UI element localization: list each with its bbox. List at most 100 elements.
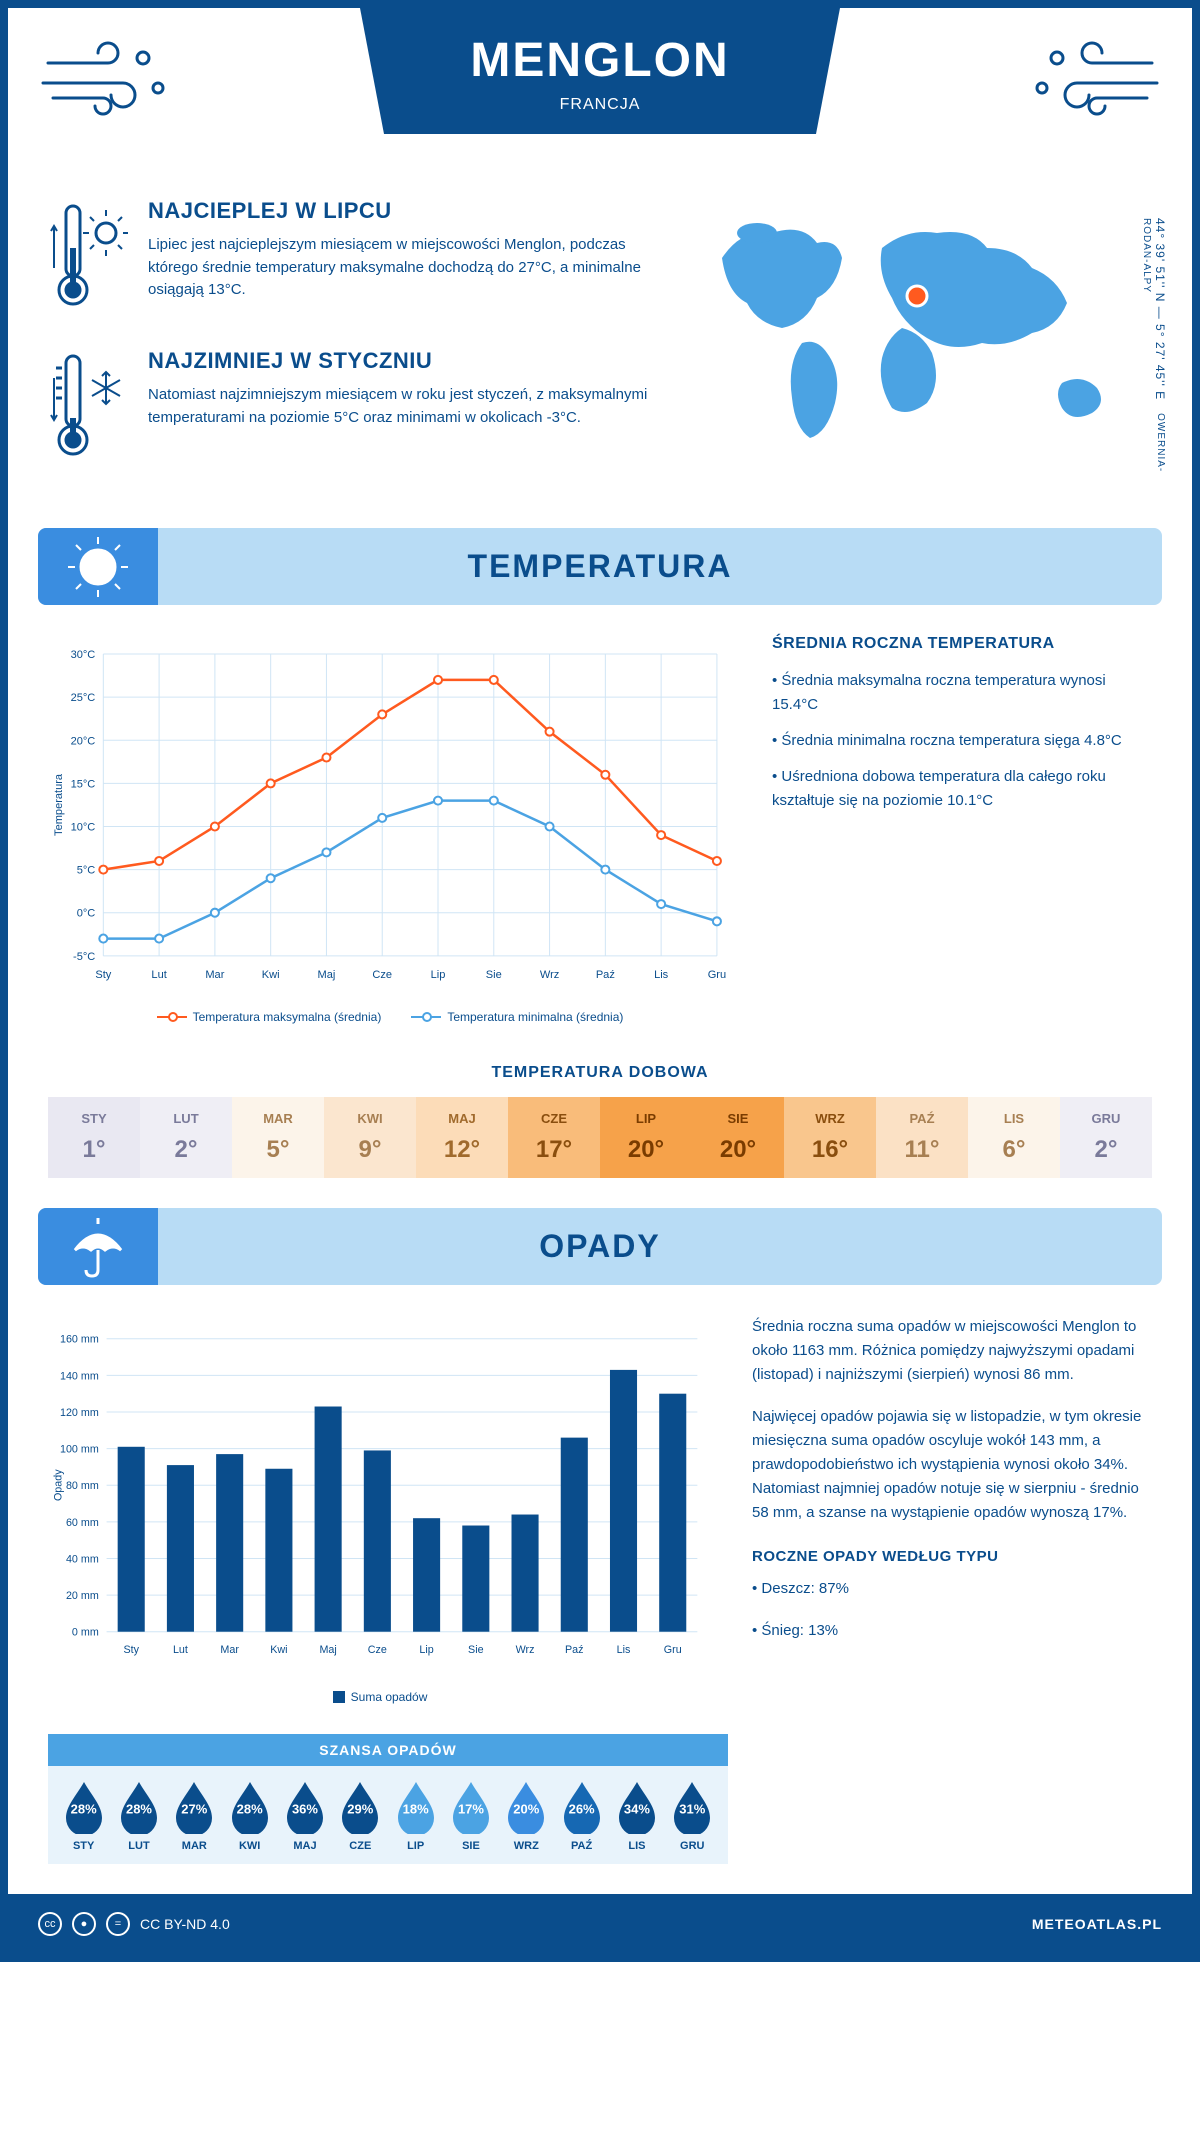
daily-cell: WRZ16° [784,1097,876,1178]
wind-icon [38,38,178,118]
chance-grid: 28%STY28%LUT27%MAR28%KWI36%MAJ29%CZE18%L… [48,1766,728,1864]
precip-chart-box: 0 mm20 mm40 mm60 mm80 mm100 mm120 mm140 … [48,1315,712,1704]
temp-info-bullet: • Uśredniona dobowa temperatura dla całe… [772,765,1152,813]
precip-rain: • Deszcz: 87% [752,1577,1152,1601]
daily-cell: KWI9° [324,1097,416,1178]
page: MENGLON FRANCJA NAJC [0,0,1200,1962]
warmest-block: NAJCIEPLEJ W LIPCU Lipiec jest najcieple… [48,198,652,318]
precip-bar-chart: 0 mm20 mm40 mm60 mm80 mm100 mm120 mm140 … [48,1315,712,1675]
footer: cc ● = CC BY-ND 4.0 METEOATLAS.PL [8,1894,1192,1954]
location-marker [907,286,927,306]
warmest-title: NAJCIEPLEJ W LIPCU [148,198,652,224]
chance-cell: 17%SIE [443,1778,498,1852]
svg-text:Mar: Mar [205,969,224,981]
svg-text:Lip: Lip [431,969,446,981]
daily-cell: MAJ12° [416,1097,508,1178]
temp-info-title: ŚREDNIA ROCZNA TEMPERATURA [772,635,1152,653]
world-map [692,198,1152,458]
precip-legend: Suma opadów [48,1690,712,1704]
precip-section: 0 mm20 mm40 mm60 mm80 mm100 mm120 mm140 … [8,1285,1192,1724]
legend-max-label: Temperatura maksymalna (średnia) [193,1010,382,1024]
svg-text:Lip: Lip [419,1644,433,1656]
wind-icon [1022,38,1162,118]
svg-text:Lis: Lis [654,969,669,981]
precip-info: Średnia roczna suma opadów w miejscowośc… [752,1315,1152,1704]
chance-cell: 36%MAJ [277,1778,332,1852]
footer-license: cc ● = CC BY-ND 4.0 [38,1912,230,1936]
precip-snow: • Śnieg: 13% [752,1619,1152,1643]
svg-text:Kwi: Kwi [262,969,280,981]
country-subtitle: FRANCJA [360,96,840,114]
precip-legend-label: Suma opadów [351,1690,428,1704]
city-title: MENGLON [360,33,840,88]
intro-section: NAJCIEPLEJ W LIPCU Lipiec jest najcieple… [8,168,1192,508]
temp-info-bullet: • Średnia minimalna roczna temperatura s… [772,729,1152,753]
temperature-chart-box: -5°C0°C5°C10°C15°C20°C25°C30°CStyLutMarK… [48,635,732,1024]
svg-text:10°C: 10°C [71,822,96,834]
svg-text:15°C: 15°C [71,778,96,790]
svg-text:Gru: Gru [708,969,726,981]
intro-text-column: NAJCIEPLEJ W LIPCU Lipiec jest najcieple… [48,198,652,498]
svg-text:Lis: Lis [617,1644,631,1656]
svg-text:Wrz: Wrz [540,969,559,981]
chance-title: SZANSA OPADÓW [48,1734,728,1766]
chance-cell: 27%MAR [167,1778,222,1852]
svg-text:100 mm: 100 mm [60,1444,99,1456]
svg-text:Wrz: Wrz [516,1644,535,1656]
precip-chance-box: SZANSA OPADÓW 28%STY28%LUT27%MAR28%KWI36… [48,1734,728,1864]
thermometer-cold-icon [48,348,128,468]
svg-text:5°C: 5°C [77,865,96,877]
daily-temp-title: TEMPERATURA DOBOWA [8,1064,1192,1082]
svg-text:Maj: Maj [318,969,336,981]
sun-icon [38,528,158,605]
svg-text:Lut: Lut [173,1644,188,1656]
svg-text:Paź: Paź [596,969,615,981]
svg-text:Sty: Sty [95,969,111,981]
header: MENGLON FRANCJA [8,8,1192,168]
precip-type-title: ROCZNE OPADY WEDŁUG TYPU [752,1545,1152,1569]
daily-cell: LIP20° [600,1097,692,1178]
chance-cell: 31%GRU [665,1778,720,1852]
coldest-text: Natomiast najzimniejszym miesiącem w rok… [148,384,652,429]
svg-text:160 mm: 160 mm [60,1334,99,1346]
svg-text:Sty: Sty [123,1644,139,1656]
daily-cell: CZE17° [508,1097,600,1178]
chance-cell: 28%LUT [111,1778,166,1852]
svg-text:20°C: 20°C [71,735,96,747]
daily-temp-grid: STY1°LUT2°MAR5°KWI9°MAJ12°CZE17°LIP20°SI… [48,1097,1152,1178]
daily-cell: MAR5° [232,1097,324,1178]
temperature-line-chart: -5°C0°C5°C10°C15°C20°C25°C30°CStyLutMarK… [48,635,732,995]
chance-cell: 20%WRZ [499,1778,554,1852]
svg-text:80 mm: 80 mm [66,1480,99,1492]
precip-banner: OPADY [38,1208,1162,1285]
precip-info-p1: Średnia roczna suma opadów w miejscowośc… [752,1315,1152,1387]
svg-text:Gru: Gru [664,1644,682,1656]
by-icon: ● [72,1912,96,1936]
svg-text:0 mm: 0 mm [72,1627,99,1639]
cc-icon: cc [38,1912,62,1936]
svg-text:Kwi: Kwi [270,1644,287,1656]
daily-cell: LIS6° [968,1097,1060,1178]
svg-text:40 mm: 40 mm [66,1553,99,1565]
daily-cell: PAŹ11° [876,1097,968,1178]
svg-text:30°C: 30°C [71,649,96,661]
svg-text:140 mm: 140 mm [60,1370,99,1382]
title-banner: MENGLON FRANCJA [360,8,840,134]
precip-info-p2: Najwięcej opadów pojawia się w listopadz… [752,1405,1152,1525]
daily-cell: SIE20° [692,1097,784,1178]
temp-info-bullet: • Średnia maksymalna roczna temperatura … [772,669,1152,717]
legend-min-label: Temperatura minimalna (średnia) [447,1010,623,1024]
svg-text:Sie: Sie [468,1644,484,1656]
temp-legend: .legend-item:nth-child(1) .legend-line::… [48,1010,732,1024]
nd-icon: = [106,1912,130,1936]
temperature-info: ŚREDNIA ROCZNA TEMPERATURA • Średnia mak… [772,635,1152,1024]
license-text: CC BY-ND 4.0 [140,1916,230,1932]
coldest-block: NAJZIMNIEJ W STYCZNIU Natomiast najzimni… [48,348,652,468]
svg-text:Cze: Cze [372,969,392,981]
svg-text:Opady: Opady [53,1469,65,1501]
map-column: 44° 39' 51'' N — 5° 27' 45'' E OWERNIA-R… [692,198,1152,498]
svg-text:25°C: 25°C [71,692,96,704]
warmest-text: Lipiec jest najcieplejszym miesiącem w m… [148,234,652,302]
precip-heading: OPADY [38,1228,1162,1265]
svg-text:-5°C: -5°C [73,951,95,963]
